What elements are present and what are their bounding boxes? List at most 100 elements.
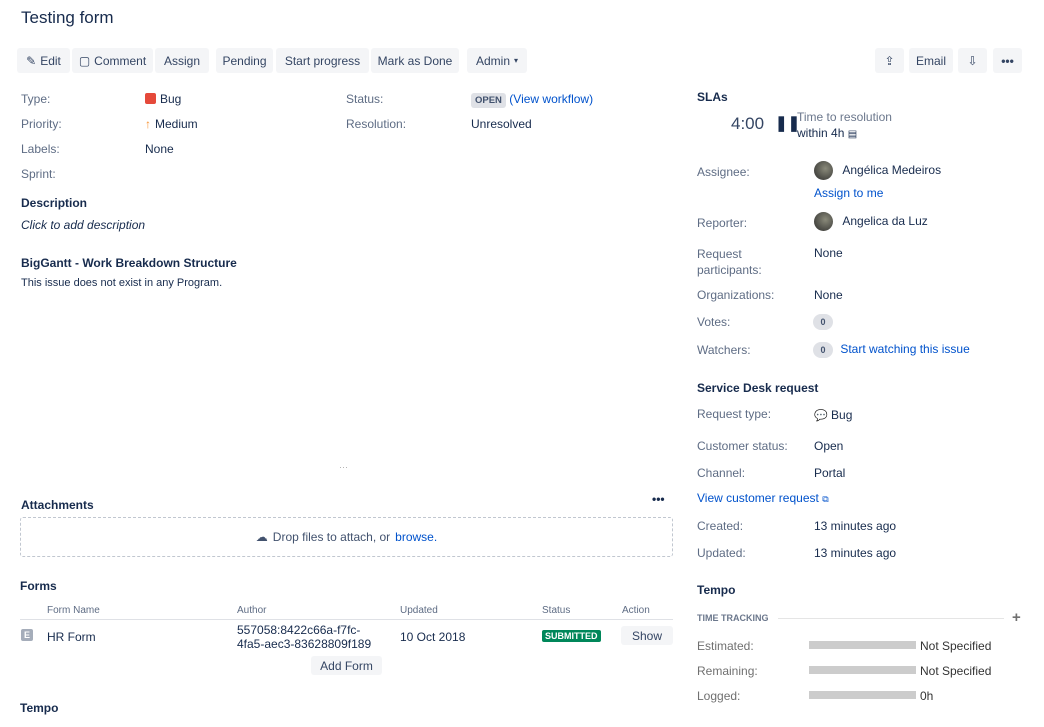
estimated-label: Estimated: <box>697 639 754 653</box>
biggantt-heading: BigGantt - Work Breakdown Structure <box>21 256 237 270</box>
updated-value: 13 minutes ago <box>814 546 897 560</box>
divider <box>20 619 673 620</box>
remaining-value: Not Specified <box>920 664 992 678</box>
organizations-label: Organizations: <box>697 288 775 302</box>
edit-button[interactable]: ✎ Edit <box>17 48 70 73</box>
sla-time: 4:00 <box>731 114 765 133</box>
watchers-value: 0 Start watching this issue <box>813 342 970 358</box>
status-badge: SUBMITTED <box>542 630 601 642</box>
more-button[interactable]: ••• <box>993 48 1022 73</box>
resolution-value: Unresolved <box>471 117 532 131</box>
type-label: Type: <box>21 92 51 106</box>
votes-count[interactable]: 0 <box>813 314 833 330</box>
logged-bar <box>809 691 916 699</box>
col-form-name[interactable]: Form Name <box>47 605 100 616</box>
customer-status-label: Customer status: <box>697 439 788 453</box>
email-button[interactable]: Email <box>909 48 953 73</box>
logged-value: 0h <box>920 689 934 703</box>
avatar <box>814 161 833 180</box>
time-tracking-heading: TIME TRACKING <box>697 613 769 623</box>
assignee-value[interactable]: Angélica Medeiros <box>814 161 941 180</box>
assign-button[interactable]: Assign <box>155 48 209 73</box>
add-form-button[interactable]: Add Form <box>311 656 382 675</box>
remaining-bar <box>809 666 916 674</box>
form-icon: E <box>21 629 33 641</box>
start-progress-button[interactable]: Start progress <box>276 48 369 73</box>
request-type-value[interactable]: 💬 Bug <box>814 408 853 422</box>
col-action: Action <box>622 605 650 616</box>
download-icon: ⇩ <box>967 53 978 68</box>
form-author: 557058:8422c66a-f7fc- 4fa5-aec3-83628809f… <box>237 623 372 651</box>
service-desk-heading: Service Desk request <box>697 381 819 395</box>
participants-value[interactable]: None <box>814 246 843 260</box>
organizations-value[interactable]: None <box>814 288 843 302</box>
share-button[interactable]: ⇪ <box>875 48 904 73</box>
pause-icon: ❚❚ <box>775 115 801 132</box>
reporter-label: Reporter: <box>697 216 748 230</box>
customer-status-value: Open <box>814 439 844 453</box>
comment-button[interactable]: ▢ Comment <box>72 48 153 73</box>
arrow-up-icon: ↑ <box>145 117 151 131</box>
export-button[interactable]: ⇩ <box>958 48 987 73</box>
show-form-button[interactable]: Show <box>621 626 673 645</box>
chevron-down-icon: ▾ <box>514 56 519 65</box>
admin-dropdown[interactable]: Admin ▾ <box>467 48 527 73</box>
biggantt-text: This issue does not exist in any Program… <box>21 277 223 289</box>
updated-label: Updated: <box>697 546 746 560</box>
assign-to-me-link[interactable]: Assign to me <box>814 186 884 200</box>
browse-link[interactable]: browse. <box>395 530 438 544</box>
attachments-more-icon[interactable]: ••• <box>652 492 665 506</box>
labels-value[interactable]: None <box>145 142 174 156</box>
pencil-icon: ✎ <box>26 53 37 68</box>
channel-label: Channel: <box>697 466 746 480</box>
reporter-value[interactable]: Angelica da Luz <box>814 212 928 231</box>
sprint-label: Sprint: <box>21 167 56 181</box>
form-updated: 10 Oct 2018 <box>400 630 466 644</box>
col-status[interactable]: Status <box>542 605 571 616</box>
status-label: Status: <box>346 92 384 106</box>
view-customer-request-link[interactable]: View customer request ⧉ <box>697 491 829 505</box>
status-lozenge: OPEN <box>471 93 506 108</box>
form-name: HR Form <box>47 630 96 644</box>
add-time-icon[interactable]: + <box>1012 609 1021 626</box>
priority-label: Priority: <box>21 117 62 131</box>
estimated-bar <box>809 641 916 649</box>
tempo-heading: Tempo <box>697 583 736 597</box>
created-value: 13 minutes ago <box>814 519 897 533</box>
cloud-upload-icon: ☁ <box>255 530 268 544</box>
col-author[interactable]: Author <box>237 605 267 616</box>
watchers-label: Watchers: <box>697 343 751 357</box>
votes-value[interactable]: 0 <box>813 314 833 330</box>
tempo-left-heading: Tempo <box>20 701 59 715</box>
more-icon: ••• <box>1001 53 1014 68</box>
watchers-count[interactable]: 0 <box>813 342 833 358</box>
attachment-dropzone[interactable]: ☁ Drop files to attach, or browse. <box>20 517 673 557</box>
attachments-heading: Attachments <box>21 498 94 512</box>
assignee-label: Assignee: <box>697 165 750 179</box>
resize-handle[interactable]: ··· <box>339 462 348 472</box>
col-updated[interactable]: Updated <box>400 605 438 616</box>
page-title: Testing form <box>21 8 114 27</box>
votes-label: Votes: <box>697 315 731 329</box>
bug-icon <box>145 93 156 104</box>
labels-label: Labels: <box>21 142 60 156</box>
request-type-label: Request type: <box>697 407 772 421</box>
comment-icon: ▢ <box>78 53 91 68</box>
estimated-value: Not Specified <box>920 639 992 653</box>
speech-bubbles-icon: 💬 <box>814 410 828 422</box>
start-watching-link[interactable]: Start watching this issue <box>840 342 970 356</box>
type-value[interactable]: Bug <box>145 92 181 106</box>
share-icon: ⇪ <box>884 53 895 68</box>
slas-heading: SLAs <box>697 90 728 104</box>
mark-done-button[interactable]: Mark as Done <box>371 48 459 73</box>
avatar <box>814 212 833 231</box>
pending-button[interactable]: Pending <box>216 48 273 73</box>
created-label: Created: <box>697 519 744 533</box>
sla-name: Time to resolution <box>797 110 892 124</box>
divider <box>778 618 1004 619</box>
priority-value[interactable]: ↑ Medium <box>145 117 198 131</box>
description-field[interactable]: Click to add description <box>21 218 146 232</box>
logged-label: Logged: <box>697 689 741 703</box>
calendar-icon: ▤ <box>847 129 858 140</box>
view-workflow-link[interactable]: (View workflow) <box>509 92 594 106</box>
